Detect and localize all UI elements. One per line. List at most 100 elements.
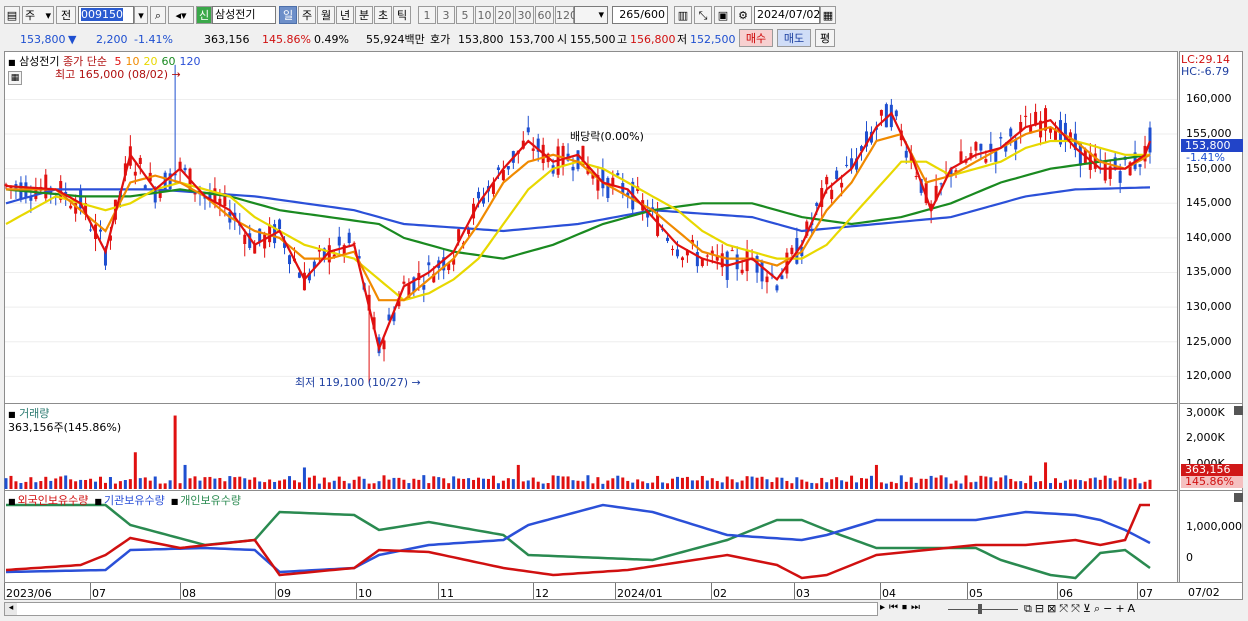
volume-bar	[1118, 476, 1122, 489]
price-y-tick: 135,000	[1186, 265, 1232, 279]
table-icon[interactable]: ▦	[8, 71, 22, 85]
candle-body	[457, 229, 461, 242]
candle-body	[467, 227, 471, 234]
playback-controls[interactable]: ▸⏮⏹⏭	[880, 602, 925, 613]
candle-body	[312, 261, 316, 269]
volume-bar	[710, 478, 714, 489]
volume-bar	[661, 482, 665, 489]
interval-button-4[interactable]: 20	[495, 6, 514, 24]
stock-label: 삼성전기	[19, 55, 60, 68]
tab-period-1[interactable]: 주	[298, 6, 316, 24]
candle-body	[969, 153, 973, 159]
candle-body	[1044, 108, 1048, 131]
search-icon[interactable]: ⌕	[150, 6, 166, 24]
candle-body	[919, 179, 923, 193]
tab-period-3[interactable]: 년	[336, 6, 354, 24]
volume-bar	[128, 479, 132, 489]
interval-button-2[interactable]: 5	[456, 6, 474, 24]
volume-bar	[705, 480, 709, 489]
volume-bar	[805, 481, 809, 489]
interval-button-3[interactable]: 10	[475, 6, 494, 24]
candle-body	[705, 255, 709, 257]
volume-bar	[312, 475, 316, 489]
x-tick: 08	[182, 587, 196, 600]
volume-bar	[755, 477, 759, 489]
volume-bar	[621, 477, 625, 489]
tab-period-5[interactable]: 초	[374, 6, 392, 24]
tab-period-6[interactable]: 틱	[393, 6, 411, 24]
volume-bar	[561, 476, 565, 489]
count-input[interactable]: 265/600	[612, 6, 668, 24]
volume-bar	[506, 478, 510, 489]
date-input[interactable]: 2024/07/02	[754, 6, 820, 24]
x-tick: 12	[535, 587, 549, 600]
menu-icon[interactable]: ▤	[4, 6, 20, 24]
candle-body	[496, 167, 500, 170]
price-chart-panel[interactable]	[4, 51, 1178, 404]
candle-body	[840, 182, 844, 188]
interval-button-6[interactable]: 60	[535, 6, 554, 24]
draw-tool-icon[interactable]: ⤡	[694, 6, 712, 24]
calendar-icon[interactable]: ▦	[820, 6, 836, 24]
horizontal-scrollbar[interactable]: ◂	[4, 602, 878, 616]
holding-chart-panel[interactable]	[4, 490, 1178, 583]
drawing-tools[interactable]: ⧉⊟⊠⤧⤧⊻⌕−+A	[1024, 602, 1139, 615]
candle-body	[491, 182, 495, 194]
close-icon[interactable]	[1234, 493, 1243, 502]
code-dropdown-button[interactable]: ▾	[134, 6, 148, 24]
candle-body	[407, 283, 411, 299]
save-icon[interactable]: ▣	[714, 6, 732, 24]
candle-type-icon[interactable]: ▥	[674, 6, 692, 24]
price-y-tick: 125,000	[1186, 334, 1232, 348]
gear-icon[interactable]: ⚙	[734, 6, 752, 24]
x-tick-mark	[794, 583, 795, 599]
candle-body	[173, 173, 177, 176]
holding-legend-2: 개인보유수량	[180, 494, 241, 507]
interval-button-7[interactable]: 120	[555, 6, 577, 24]
x-tick: 11	[440, 587, 454, 600]
type-button[interactable]: 전	[56, 6, 76, 24]
volume-bar	[646, 483, 650, 489]
candle-body	[531, 148, 535, 151]
candle-body	[243, 234, 247, 244]
volume-bar	[889, 481, 893, 489]
interval-button-0[interactable]: 1	[418, 6, 436, 24]
candle-body	[1049, 128, 1053, 133]
volume-bar	[292, 480, 296, 489]
volume-bar	[491, 475, 495, 489]
chevron-down-icon: ▾	[45, 9, 51, 22]
volume-bar	[695, 480, 699, 489]
volume-bar	[477, 477, 481, 489]
volume-bar	[860, 478, 864, 489]
candle-body	[690, 239, 694, 244]
interval-button-5[interactable]: 30	[515, 6, 534, 24]
volume-bar	[1143, 481, 1147, 489]
tab-period-4[interactable]: 분	[355, 6, 373, 24]
sell-button[interactable]: 매도	[777, 29, 811, 47]
scroll-left-icon[interactable]: ◂	[5, 603, 17, 615]
candle-body	[89, 229, 93, 231]
tab-period-2[interactable]: 월	[317, 6, 335, 24]
stock-code-input[interactable]: 009150	[78, 6, 134, 24]
sell-label: 매도	[783, 32, 805, 45]
close-icon[interactable]	[1234, 406, 1243, 415]
market-select[interactable]: 주 ▾	[22, 6, 54, 24]
candle-body	[183, 167, 187, 171]
interval-button-1[interactable]: 3	[437, 6, 455, 24]
ma-line-5	[5, 111, 1152, 353]
candle-body	[626, 192, 630, 197]
eval-button[interactable]: 평	[815, 29, 835, 47]
buy-button[interactable]: 매수	[739, 29, 773, 47]
zoom-slider[interactable]	[948, 602, 1018, 616]
speaker-icon[interactable]: ◂▾	[168, 6, 194, 24]
volume-bar	[238, 476, 242, 489]
interval-dropdown[interactable]: ▾	[574, 6, 608, 24]
tab-period-0[interactable]: 일	[279, 6, 297, 24]
candle-body	[646, 209, 650, 218]
low-price: 152,500	[690, 33, 736, 46]
volume-bar	[651, 482, 655, 489]
candle-body	[99, 229, 103, 232]
candle-body	[74, 203, 78, 214]
candle-body	[825, 176, 829, 185]
volume-bar	[203, 477, 207, 489]
